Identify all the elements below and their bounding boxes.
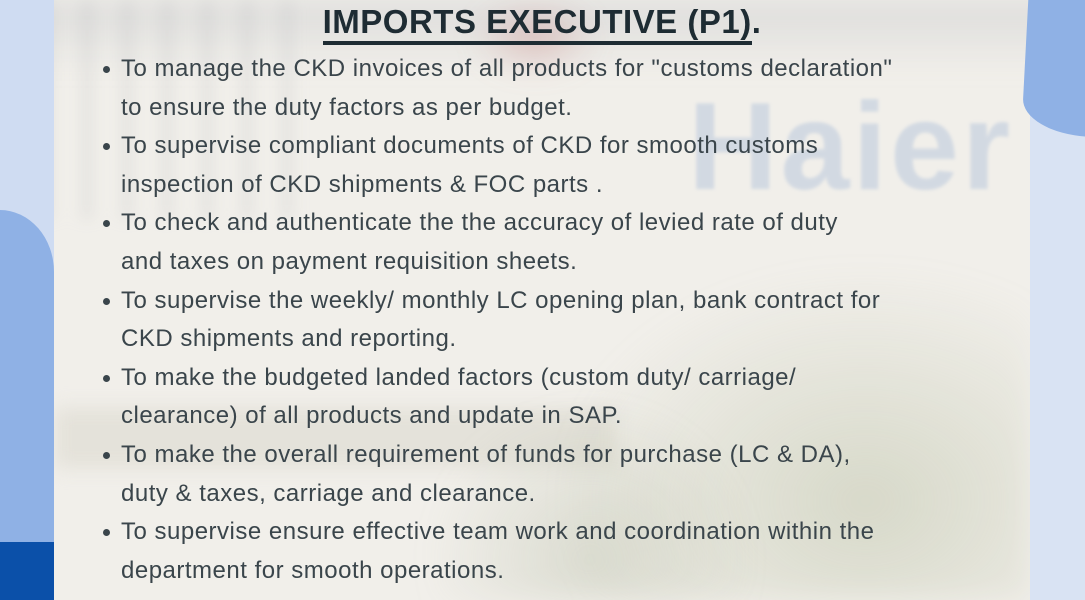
list-item: To check and authenticate the the accura… — [103, 204, 1030, 281]
list-item: To supervise compliant documents of CKD … — [103, 127, 1030, 204]
bullet-dot-icon — [103, 529, 110, 537]
bullet-dot-icon — [103, 220, 110, 228]
haier-logo-watermark: Haier — [688, 78, 1014, 216]
list-item: To make the budgeted landed factors (cus… — [103, 359, 1030, 436]
list-item: To supervise the weekly/ monthly LC open… — [103, 282, 1030, 359]
list-item-text: To supervise ensure effective team work … — [121, 518, 875, 584]
main-content: IMPORTS EXECUTIVE (P1). To manage the CK… — [54, 0, 1030, 600]
list-item: To supervise ensure effective team work … — [103, 513, 1030, 590]
bullet-dot-icon — [103, 297, 110, 305]
bullet-dot-icon — [103, 451, 110, 459]
left-decorative-band — [0, 0, 54, 600]
left-band-medium-blue-shape — [0, 210, 54, 600]
list-item: To make the overall requirement of funds… — [103, 436, 1030, 513]
faded-trees-center — [425, 400, 755, 600]
list-item-text: To check and authenticate the the accura… — [121, 209, 838, 275]
bullet-dot-icon — [103, 66, 110, 73]
left-band-dark-blue-shape — [0, 542, 54, 600]
list-item-text: To make the overall requirement of funds… — [121, 440, 851, 507]
page-title-underlined-text: IMPORTS EXECUTIVE (P1) — [322, 3, 752, 45]
list-item-text: To supervise compliant documents of CKD … — [121, 132, 819, 198]
right-decorative-band — [1021, 0, 1085, 600]
faded-red-structure — [470, 0, 600, 75]
responsibilities-list: To manage the CKD invoices of all produc… — [54, 50, 1030, 590]
list-item-text: To supervise the weekly/ monthly LC open… — [121, 286, 881, 353]
list-item: To manage the CKD invoices of all produc… — [103, 50, 1030, 127]
faded-trees-right — [560, 270, 1030, 600]
page-title: IMPORTS EXECUTIVE (P1). — [54, 3, 1030, 45]
page-title-period: . — [751, 3, 762, 40]
right-band-medium-blue-shape — [1021, 0, 1085, 137]
faded-sky-area — [0, 0, 1085, 70]
bullet-dot-icon — [103, 374, 110, 382]
bullet-dot-icon — [103, 143, 110, 151]
faded-building-band — [55, 408, 615, 468]
list-item-text: To make the budgeted landed factors (cus… — [121, 363, 797, 430]
list-item-text: To manage the CKD invoices of all produc… — [121, 55, 893, 121]
